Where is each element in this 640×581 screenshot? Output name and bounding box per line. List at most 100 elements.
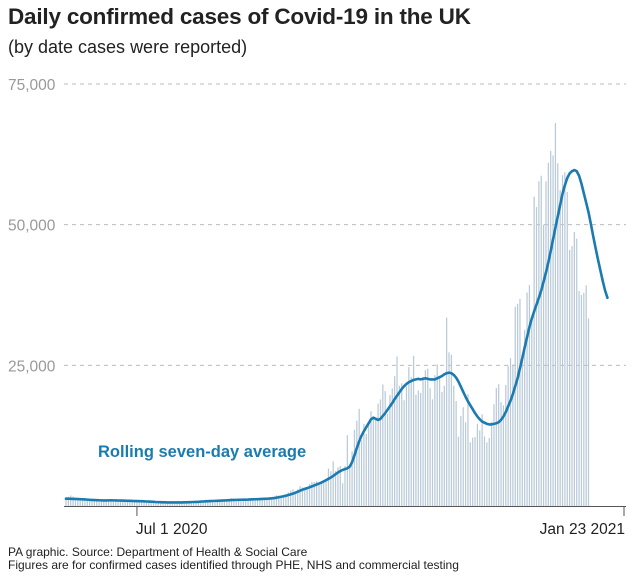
daily-cases-bar (382, 384, 384, 506)
daily-cases-bar (531, 318, 533, 506)
daily-cases-bar (294, 493, 296, 506)
daily-cases-bar (122, 500, 124, 506)
daily-cases-bar (351, 451, 353, 506)
daily-cases-bar (261, 499, 263, 506)
daily-cases-bar (455, 401, 457, 506)
daily-cases-bar (316, 481, 318, 506)
daily-cases-bar (320, 483, 322, 506)
daily-cases-bar (93, 500, 95, 506)
daily-cases-bar (561, 175, 564, 507)
daily-cases-bar (285, 495, 287, 506)
daily-cases-bar (183, 502, 185, 506)
daily-cases-bar (245, 499, 247, 506)
daily-cases-bar (420, 393, 422, 506)
daily-cases-bar (375, 417, 377, 506)
daily-cases-bar (379, 399, 382, 506)
testing-note: Figures are for confirmed cases identifi… (8, 558, 459, 572)
daily-cases-bar (91, 500, 93, 506)
source-credit: PA graphic. Source: Department of Health… (8, 545, 308, 559)
daily-cases-bar (202, 501, 204, 506)
daily-cases-bar (275, 495, 278, 506)
daily-cases-bar (290, 490, 292, 506)
daily-cases-bar (193, 501, 195, 506)
daily-cases-bar (138, 500, 140, 506)
daily-cases-bar (216, 500, 218, 506)
daily-cases-bar (472, 437, 474, 506)
rolling-average-layer (64, 168, 609, 504)
daily-cases-bar (271, 498, 273, 506)
daily-cases-bar (372, 419, 374, 506)
daily-cases-bar (356, 420, 358, 506)
daily-cases-bar (337, 467, 339, 506)
daily-cases-bar (488, 438, 490, 506)
daily-cases-bar (77, 498, 79, 506)
daily-cases-bar (479, 430, 481, 506)
daily-cases-bar (195, 501, 197, 506)
chart-subtitle: (by date cases were reported) (8, 37, 248, 57)
daily-cases-bar (171, 502, 174, 506)
daily-cases-bar (162, 502, 164, 506)
daily-cases-bar (282, 496, 285, 506)
daily-cases-bar (389, 395, 391, 506)
daily-cases-bar (105, 499, 107, 506)
daily-cases-bar (547, 162, 549, 507)
daily-cases-bar (188, 503, 190, 506)
daily-cases-bar (464, 422, 467, 506)
daily-cases-bar (446, 317, 448, 506)
daily-cases-bar (318, 484, 320, 506)
daily-cases-bar (268, 498, 270, 506)
axis-labels: 75,000 50,000 25,000 Jul 1 2020 Jan 23 2021 (8, 77, 626, 538)
rolling-average-annotation: Rolling seven-day average (98, 443, 306, 461)
daily-cases-bar (237, 499, 240, 506)
daily-cases-bar (74, 497, 77, 506)
footer: PA graphic. Source: Department of Health… (8, 546, 459, 572)
daily-cases-bar (368, 425, 370, 506)
daily-cases-bar (157, 502, 159, 506)
daily-cases-bar (502, 405, 505, 506)
daily-cases-bar (119, 499, 121, 506)
daily-cases-bar (403, 400, 405, 506)
daily-cases-bar (585, 285, 587, 506)
daily-cases-bar (554, 123, 557, 506)
daily-cases-bar (306, 487, 308, 506)
daily-cases-bar (176, 502, 178, 506)
daily-cases-bar (422, 376, 424, 506)
daily-cases-bar (311, 481, 313, 506)
daily-cases-bar (72, 496, 74, 506)
daily-cases-bar (124, 500, 126, 506)
x-tick-label: Jan 23 2021 (540, 521, 625, 538)
daily-cases-bar (342, 483, 344, 506)
daily-cases-bar (535, 207, 538, 506)
daily-cases-bar (495, 388, 497, 506)
daily-cases-bar (214, 500, 216, 506)
daily-cases-bar (377, 403, 379, 506)
daily-cases-bar (169, 502, 171, 506)
daily-cases-bar (313, 482, 315, 506)
daily-cases-bar (573, 231, 575, 507)
daily-cases-bar (358, 408, 360, 506)
daily-cases-bar (450, 354, 453, 506)
daily-cases-bar (233, 499, 235, 506)
daily-cases-bar (453, 385, 455, 506)
daily-cases-bar (103, 500, 105, 506)
daily-cases-bar (301, 487, 304, 506)
daily-cases-bar (263, 498, 266, 506)
daily-cases-bar (481, 414, 483, 506)
daily-cases-bar (448, 352, 450, 506)
daily-cases-bar (242, 499, 244, 506)
daily-cases-bar (512, 364, 514, 506)
daily-cases-bar (207, 501, 209, 506)
daily-cases-bar (332, 461, 334, 506)
daily-cases-bar (141, 500, 143, 506)
daily-cases-bar (308, 483, 311, 506)
daily-cases-bar (557, 163, 559, 506)
daily-cases-bar (401, 383, 403, 506)
daily-cases-bar (280, 495, 282, 506)
daily-cases-bar (384, 391, 386, 506)
daily-cases-bar (211, 500, 214, 506)
daily-cases-bar (587, 318, 590, 506)
daily-cases-bar (136, 500, 138, 506)
daily-cases-bar (493, 404, 495, 506)
daily-cases-bar (353, 429, 356, 506)
daily-cases-bar (65, 497, 67, 506)
